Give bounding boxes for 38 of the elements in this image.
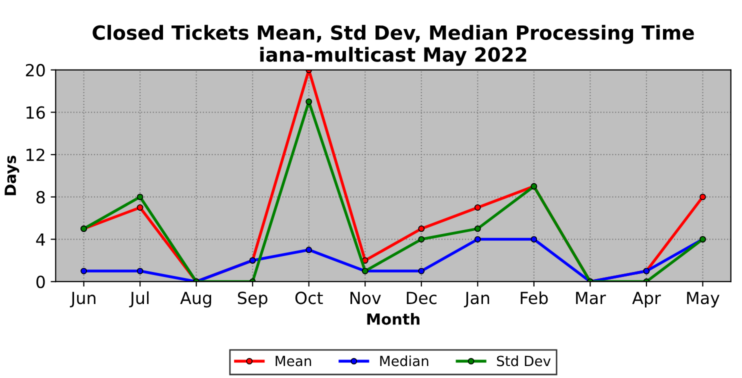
x-tick-label: Dec	[406, 292, 436, 304]
point	[80, 268, 87, 274]
point	[418, 268, 425, 274]
point	[474, 225, 481, 232]
point	[136, 194, 144, 200]
y-tick-label: 0	[36, 276, 45, 288]
y-axis-title: Days	[4, 156, 20, 196]
x-axis-title: Month	[367, 313, 420, 325]
y-tick-label: 4	[36, 233, 45, 246]
x-tick-label: Aug	[180, 292, 212, 308]
legend-label: Mean	[276, 356, 312, 366]
point	[474, 204, 481, 211]
legend-label: Median	[380, 355, 428, 366]
x-tick-label: Apr	[632, 292, 661, 308]
point	[530, 236, 538, 242]
y-tick-label: 8	[36, 190, 45, 204]
point	[418, 236, 425, 242]
point	[306, 246, 312, 254]
x-tick-label: Feb	[520, 291, 548, 304]
x-tick-label: Jun	[70, 292, 96, 308]
point	[306, 98, 312, 105]
point	[474, 236, 481, 242]
point	[418, 225, 425, 232]
y-tick-label: 16	[26, 106, 45, 119]
point	[136, 268, 144, 274]
y-tick-label: 12	[26, 148, 44, 161]
chart-title: Closed Tickets Mean, Std Dev, Median Processing Time iana-multicast May 2022	[92, 24, 694, 66]
x-tick-label: Jan	[464, 292, 490, 308]
x-tick-label: Nov	[350, 292, 381, 304]
y-tick-label: 20	[26, 64, 45, 76]
point	[700, 194, 706, 200]
x-tick-label: Sep	[238, 292, 268, 308]
point	[136, 204, 144, 211]
x-tick-label: May	[687, 292, 720, 308]
x-tick-label: Jul	[129, 291, 149, 308]
x-tick-label: Mar	[576, 292, 606, 304]
x-tick-label: Oct	[295, 292, 323, 304]
legend-label: Std Dev	[496, 355, 551, 366]
